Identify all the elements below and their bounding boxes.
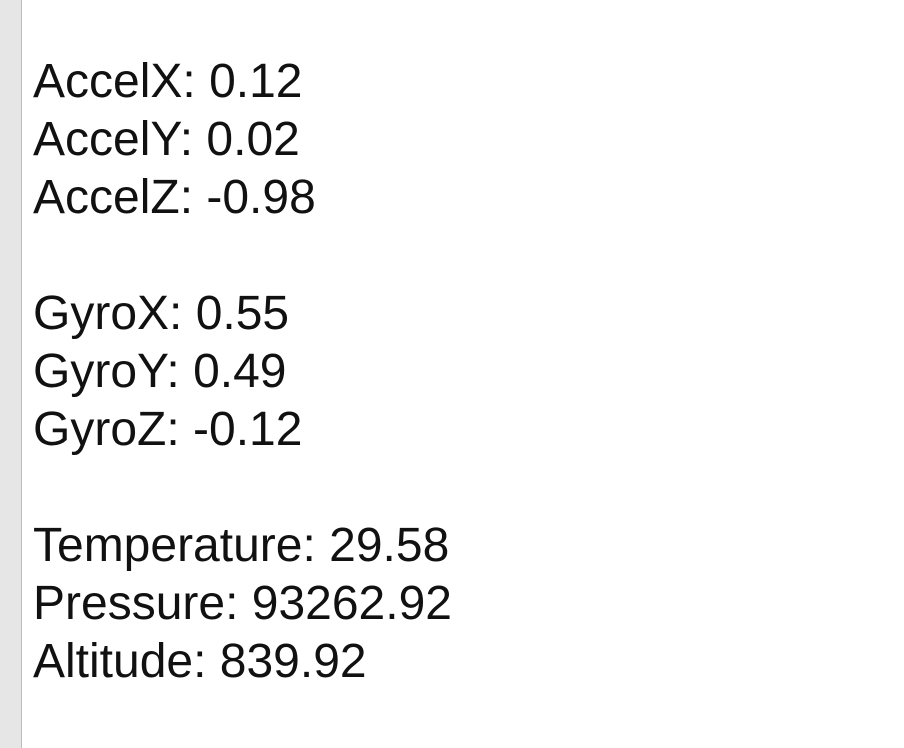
accel-y-label: AccelY: bbox=[33, 113, 207, 166]
pressure-line: Pressure: 93262.92 bbox=[33, 575, 452, 633]
temperature-value: 29.58 bbox=[329, 519, 450, 572]
gyro-z-label: GyroZ: bbox=[33, 403, 194, 456]
pressure-value: 93262.92 bbox=[251, 577, 452, 630]
temperature-label: Temperature: bbox=[33, 519, 330, 572]
gyro-y-value: 0.49 bbox=[193, 345, 287, 398]
gyro-z-line: GyroZ: -0.12 bbox=[33, 401, 452, 459]
gyro-x-label: GyroX: bbox=[33, 287, 196, 340]
gyro-x-line: GyroX: 0.55 bbox=[33, 285, 452, 343]
accel-z-label: AccelZ: bbox=[33, 171, 207, 224]
accel-z-line: AccelZ: -0.98 bbox=[33, 169, 452, 227]
accel-y-value: 0.02 bbox=[206, 113, 300, 166]
altitude-label: Altitude: bbox=[33, 635, 220, 688]
altitude-value: 839.92 bbox=[219, 635, 367, 688]
blank-line bbox=[33, 459, 452, 517]
serial-output-area[interactable]: AccelX: 0.12 AccelY: 0.02 AccelZ: -0.98 … bbox=[33, 53, 452, 691]
accel-x-label: AccelX: bbox=[33, 55, 210, 108]
gyro-y-label: GyroY: bbox=[33, 345, 194, 398]
pressure-label: Pressure: bbox=[33, 577, 252, 630]
gyro-x-value: 0.55 bbox=[195, 287, 290, 340]
accel-y-line: AccelY: 0.02 bbox=[33, 111, 452, 169]
gyro-y-line: GyroY: 0.49 bbox=[33, 343, 452, 401]
accel-z-value: -0.98 bbox=[206, 171, 316, 224]
accel-x-value: 0.12 bbox=[209, 55, 303, 108]
blank-line bbox=[33, 227, 452, 285]
altitude-line: Altitude: 839.92 bbox=[33, 633, 452, 691]
temperature-line: Temperature: 29.58 bbox=[33, 517, 452, 575]
left-panel-edge bbox=[0, 0, 22, 748]
gyro-z-value: -0.12 bbox=[193, 403, 303, 456]
accel-x-line: AccelX: 0.12 bbox=[33, 53, 452, 111]
